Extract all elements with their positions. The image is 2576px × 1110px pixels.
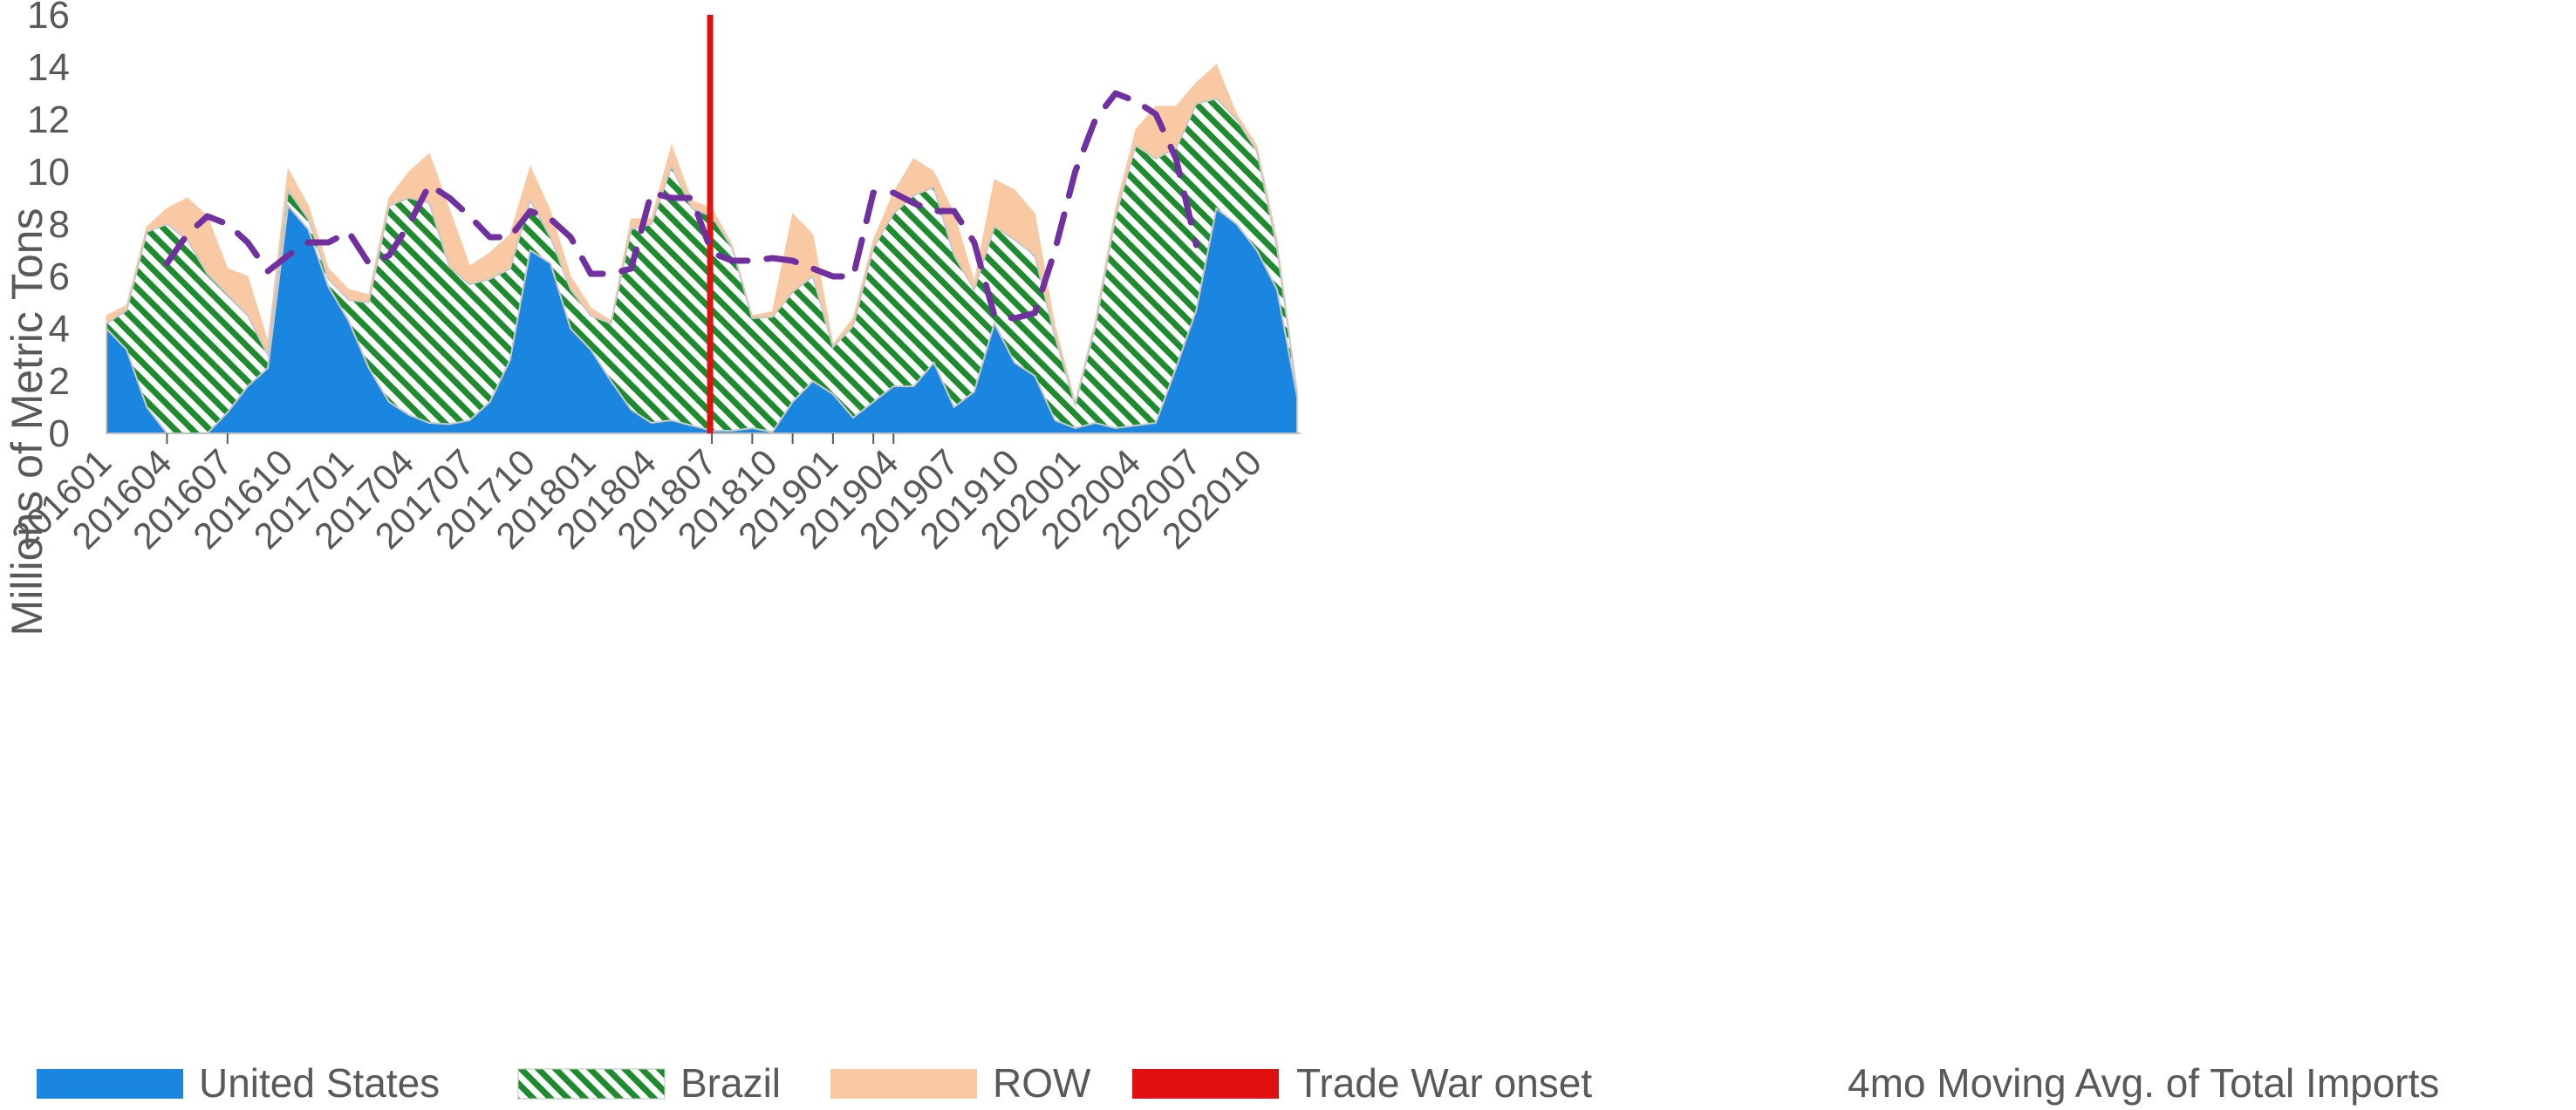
y-tick-label: 2 bbox=[49, 360, 70, 403]
y-tick-label: 8 bbox=[49, 203, 70, 246]
legend-swatch-trade-war-onset bbox=[1132, 1069, 1279, 1099]
y-tick-label: 4 bbox=[49, 308, 70, 351]
x-axis: 2016012016042016072016102017012017042017… bbox=[3, 432, 1301, 556]
legend-label-brazil: Brazil bbox=[680, 1060, 781, 1106]
stacked-areas bbox=[106, 64, 1298, 434]
y-tick-label: 0 bbox=[49, 412, 70, 455]
y-axis-label: Millions of Metric Tons bbox=[3, 208, 51, 637]
y-tick-label: 16 bbox=[27, 0, 70, 37]
y-axis: 0 2 4 6 8 10 12 14 16 bbox=[27, 0, 70, 455]
legend: United States Brazil ROW Trade War onset… bbox=[37, 1060, 2439, 1106]
legend-label-trade-war-onset: Trade War onset bbox=[1296, 1060, 1592, 1106]
y-tick-label: 14 bbox=[27, 46, 70, 89]
y-tick-label: 6 bbox=[49, 255, 70, 298]
legend-swatch-united-states bbox=[37, 1069, 183, 1099]
y-tick-label: 12 bbox=[27, 99, 70, 141]
legend-label-moving-average: 4mo Moving Avg. of Total Imports bbox=[1848, 1060, 2439, 1106]
legend-swatch-row bbox=[830, 1069, 977, 1099]
y-tick-label: 10 bbox=[27, 151, 70, 194]
moving-average-line bbox=[163, 90, 1199, 322]
legend-swatch-brazil bbox=[517, 1068, 666, 1100]
legend-label-united-states: United States bbox=[199, 1060, 440, 1106]
legend-label-row: ROW bbox=[993, 1060, 1091, 1106]
moving-average-group bbox=[163, 90, 1199, 322]
